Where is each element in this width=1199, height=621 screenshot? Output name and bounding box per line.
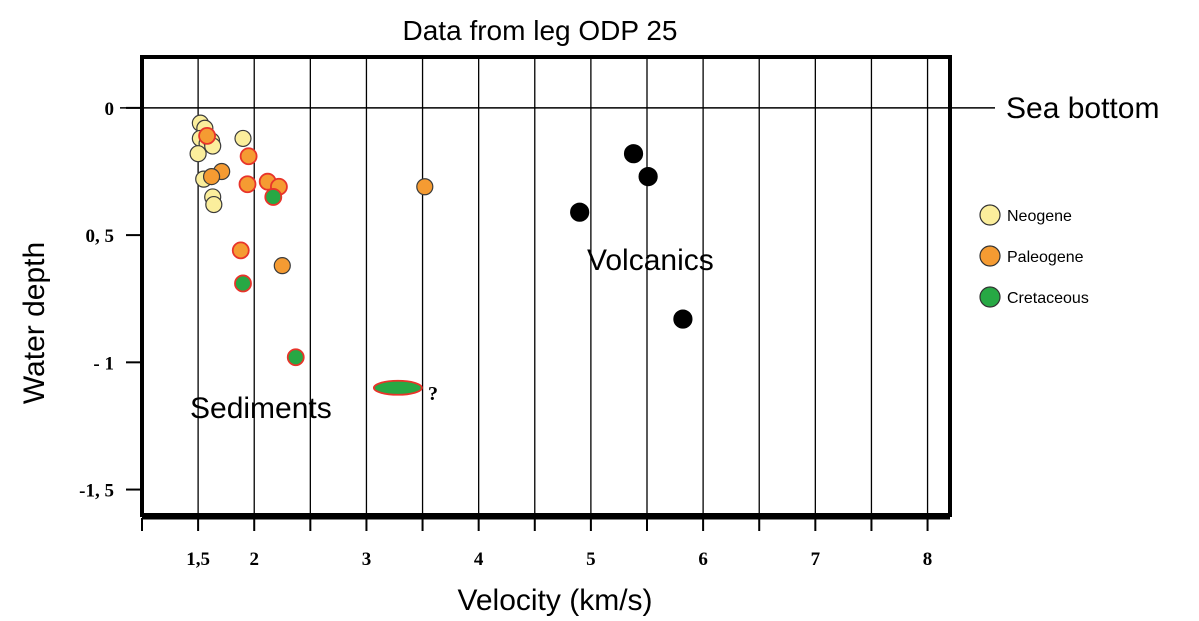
cretaceous-point — [234, 274, 252, 293]
paleogene-point — [239, 147, 258, 166]
x-tick-label: 2 — [249, 549, 259, 570]
chart-title: Data from leg ODP 25 — [403, 15, 678, 46]
cretaceous-point — [286, 348, 305, 367]
legend: Neogene Paleogene Cretaceous — [979, 204, 1089, 308]
y-tick-label: -1, 5 — [79, 481, 114, 502]
paleogene-point — [238, 175, 257, 194]
y-axis-title: Water depth — [18, 242, 51, 404]
paleogene-point — [273, 257, 291, 275]
legend-label: Paleogene — [1007, 249, 1084, 266]
cretaceous-point — [264, 188, 283, 206]
cretaceous-point — [372, 379, 423, 396]
x-axis-title: Velocity (km/s) — [457, 584, 652, 617]
x-tick-label: 8 — [923, 549, 933, 570]
y-axis-ticks — [126, 106, 142, 491]
volcanics-point — [623, 144, 644, 164]
legend-marker — [979, 245, 1001, 267]
legend-label: Neogene — [1007, 208, 1072, 225]
volcanics-point — [570, 202, 590, 222]
legend-label: Cretaceous — [1007, 290, 1089, 307]
sediments-label: Sediments — [190, 392, 332, 425]
x-tick-label: 3 — [362, 549, 372, 570]
question-mark-label: ? — [428, 383, 438, 405]
x-tick-label: 5 — [586, 549, 596, 570]
x-axis-ticks — [141, 518, 929, 531]
legend-marker — [979, 204, 1001, 226]
volcanics-point — [638, 166, 658, 187]
plot-frame — [140, 55, 952, 517]
x-tick-label: 7 — [811, 549, 821, 570]
neogene-point — [234, 129, 252, 148]
paleogene-point — [416, 178, 434, 196]
y-tick-label: - 1 — [93, 353, 114, 374]
y-tick-label: 0, 5 — [86, 226, 115, 247]
neogene-point — [189, 145, 207, 163]
legend-marker — [979, 286, 1001, 308]
grid-lines — [197, 57, 929, 515]
paleogene-point — [202, 167, 221, 186]
neogene-point — [205, 195, 223, 214]
volcanics-point — [673, 309, 693, 329]
volcanics-label: Volcanics — [587, 244, 714, 277]
y-tick-labels: 0 0, 5 - 1 -1, 5 — [79, 99, 114, 502]
paleogene-point — [231, 241, 250, 260]
x-tick-label: 1,5 — [186, 549, 210, 570]
data-points — [189, 114, 693, 396]
x-tick-labels: 1,5 2 3 4 5 6 7 8 — [186, 549, 932, 570]
paleogene-point — [198, 126, 216, 145]
sea-bottom-label: Sea bottom — [1006, 92, 1159, 125]
x-tick-label: 4 — [474, 549, 484, 570]
x-tick-label: 6 — [698, 549, 708, 570]
y-tick-label: 0 — [105, 99, 115, 120]
